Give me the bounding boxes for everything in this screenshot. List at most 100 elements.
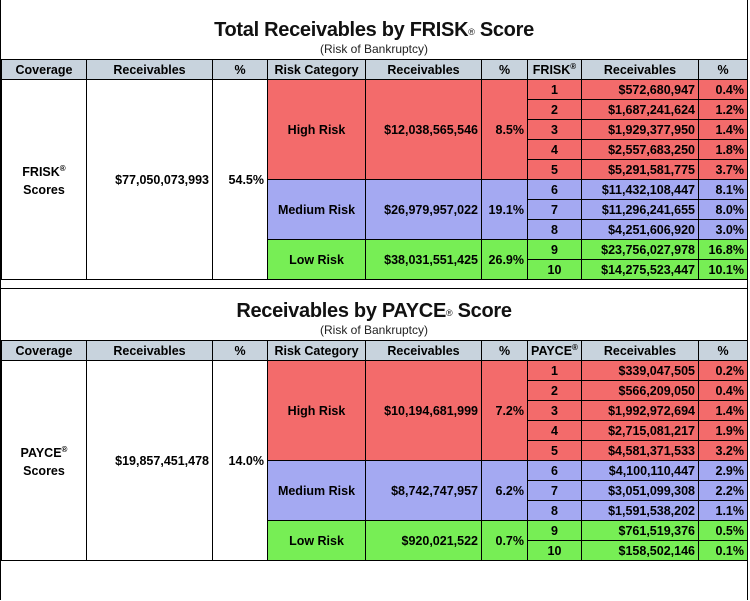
score-pct: 0.2%	[698, 360, 748, 381]
score-pct: 1.8%	[698, 139, 748, 160]
table-row: 5 $5,291,581,775 3.7%	[2, 159, 748, 180]
category-high-risk: High Risk	[267, 360, 366, 461]
category-low-risk: Low Risk	[267, 239, 366, 280]
header-coverage: Coverage	[1, 59, 87, 80]
score-pct: 3.0%	[698, 219, 748, 240]
score-pct: 0.4%	[698, 380, 748, 401]
score-receivables: $158,502,146	[581, 540, 699, 561]
score-pct: 8.0%	[698, 199, 748, 220]
coverage-cell: FRISK® Scores	[1, 79, 87, 280]
section-divider	[1, 280, 747, 289]
score-pct: 1.4%	[698, 119, 748, 140]
category-medium-risk: Medium Risk	[267, 460, 366, 521]
header-receivables: Receivables	[86, 59, 213, 80]
payce-subtitle: (Risk of Bankruptcy)	[319, 323, 429, 337]
score-cell: 1	[527, 79, 582, 100]
score-pct: 10.1%	[698, 259, 748, 280]
header-category-pct: %	[481, 59, 528, 80]
table-row: 4 $2,715,081,217 1.9%	[2, 420, 748, 441]
header-score: PAYCE®	[527, 340, 582, 361]
category-high-receivables: $10,194,681,999	[365, 360, 482, 461]
score-cell: 7	[527, 199, 582, 220]
score-receivables: $572,680,947	[581, 79, 699, 100]
category-low-receivables: $920,021,522	[365, 520, 482, 561]
score-cell: 9	[527, 520, 582, 541]
score-pct: 8.1%	[698, 179, 748, 200]
score-receivables: $2,557,683,250	[581, 139, 699, 160]
score-cell: 10	[527, 259, 582, 280]
payce-title: Receivables by PAYCE® Score	[236, 300, 512, 322]
table-row: PAYCE® Scores $19,857,451,478 14.0% High …	[1, 360, 748, 561]
score-cell: 2	[527, 380, 582, 401]
header-score-pct: %	[698, 340, 748, 361]
score-pct: 3.7%	[698, 159, 748, 180]
score-cell: 3	[527, 400, 582, 421]
header-pct: %	[212, 59, 268, 80]
payce-section: Receivables by PAYCE® Score (Risk of Ban…	[1, 289, 748, 561]
score-receivables: $566,209,050	[581, 380, 699, 401]
category-medium-receivables: $26,979,957,022	[365, 179, 482, 240]
score-cell: 6	[527, 460, 582, 481]
score-receivables: $3,051,099,308	[581, 480, 699, 501]
score-pct: 0.5%	[698, 520, 748, 541]
category-medium-receivables: $8,742,747,957	[365, 460, 482, 521]
category-low-receivables: $38,031,551,425	[365, 239, 482, 280]
score-receivables: $4,100,110,447	[581, 460, 699, 481]
header-receivables: Receivables	[86, 340, 213, 361]
score-receivables: $14,275,523,447	[581, 259, 699, 280]
table-row: Low Risk $38,031,551,425 26.9% 9 $23,756…	[2, 239, 748, 280]
score-cell: 1	[527, 360, 582, 381]
score-pct: 1.2%	[698, 99, 748, 120]
total-pct: 54.5%	[212, 79, 268, 280]
header-pct: %	[212, 340, 268, 361]
table-row: 5 $4,581,371,533 3.2%	[2, 440, 748, 461]
score-receivables: $4,251,606,920	[581, 219, 699, 240]
total-pct: 14.0%	[212, 360, 268, 561]
score-cell: 8	[527, 500, 582, 521]
score-receivables: $23,756,027,978	[581, 239, 699, 260]
score-receivables: $1,591,538,202	[581, 500, 699, 521]
total-receivables: $19,857,451,478	[86, 360, 213, 561]
frisk-header-row: Coverage Receivables % Risk Category Rec…	[1, 59, 748, 80]
score-cell: 6	[527, 179, 582, 200]
category-medium-pct: 6.2%	[481, 460, 528, 521]
frisk-subtitle: (Risk of Bankruptcy)	[319, 42, 429, 56]
category-high-receivables: $12,038,565,546	[365, 79, 482, 180]
header-score-receivables: Receivables	[581, 340, 699, 361]
coverage-cell: PAYCE® Scores	[1, 360, 87, 561]
table-row: Medium Risk $8,742,747,957 6.2% 6 $4,100…	[2, 460, 748, 521]
score-cell: 4	[527, 420, 582, 441]
score-cell: 5	[527, 159, 582, 180]
table-row: 7 $3,051,099,308 2.2%	[2, 480, 748, 501]
total-receivables: $77,050,073,993	[86, 79, 213, 280]
table-row: 10 $14,275,523,447 10.1%	[2, 259, 748, 280]
header-risk-category: Risk Category	[267, 59, 366, 80]
score-receivables: $339,047,505	[581, 360, 699, 381]
score-pct: 2.2%	[698, 480, 748, 501]
category-high-pct: 8.5%	[481, 79, 528, 180]
score-receivables: $11,296,241,655	[581, 199, 699, 220]
score-pct: 0.1%	[698, 540, 748, 561]
header-category-receivables: Receivables	[365, 59, 482, 80]
table-row: 2 $566,209,050 0.4%	[2, 380, 748, 401]
score-cell: 5	[527, 440, 582, 461]
score-receivables: $1,687,241,624	[581, 99, 699, 120]
score-pct: 0.4%	[698, 79, 748, 100]
header-score-receivables: Receivables	[581, 59, 699, 80]
category-low-pct: 0.7%	[481, 520, 528, 561]
score-pct: 3.2%	[698, 440, 748, 461]
payce-header-row: Coverage Receivables % Risk Category Rec…	[1, 340, 748, 361]
score-cell: 3	[527, 119, 582, 140]
category-medium-pct: 19.1%	[481, 179, 528, 240]
score-receivables: $11,432,108,447	[581, 179, 699, 200]
score-cell: 7	[527, 480, 582, 501]
score-cell: 2	[527, 99, 582, 120]
score-cell: 4	[527, 139, 582, 160]
header-category-pct: %	[481, 340, 528, 361]
header-category-receivables: Receivables	[365, 340, 482, 361]
frisk-table: Coverage Receivables % Risk Category Rec…	[1, 59, 748, 280]
score-pct: 1.1%	[698, 500, 748, 521]
table-row: 8 $4,251,606,920 3.0%	[2, 219, 748, 240]
score-pct: 16.8%	[698, 239, 748, 260]
